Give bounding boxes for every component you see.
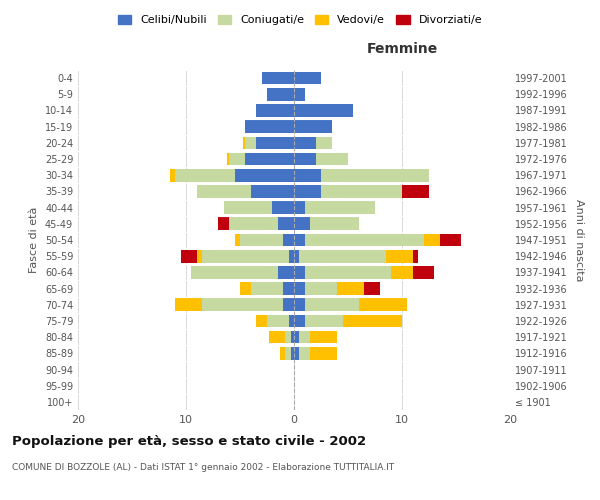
Bar bbox=[245, 152, 294, 166]
Bar bbox=[343, 314, 402, 328]
Bar bbox=[202, 250, 289, 262]
Bar bbox=[256, 104, 294, 117]
Bar bbox=[337, 282, 364, 295]
Bar bbox=[294, 218, 310, 230]
Bar bbox=[251, 282, 283, 295]
Bar bbox=[191, 266, 278, 278]
Bar bbox=[294, 185, 321, 198]
Bar bbox=[294, 169, 321, 181]
Bar bbox=[294, 331, 299, 344]
Bar bbox=[267, 88, 294, 101]
Bar bbox=[278, 218, 294, 230]
Bar bbox=[256, 136, 294, 149]
Bar bbox=[424, 234, 440, 246]
Bar bbox=[286, 331, 291, 344]
Bar bbox=[251, 185, 294, 198]
Bar bbox=[294, 282, 305, 295]
Bar bbox=[235, 234, 240, 246]
Bar bbox=[299, 250, 386, 262]
Bar bbox=[321, 185, 402, 198]
Text: Popolazione per età, sesso e stato civile - 2002: Popolazione per età, sesso e stato civil… bbox=[12, 435, 366, 448]
Bar bbox=[299, 331, 310, 344]
Bar bbox=[202, 298, 283, 311]
Y-axis label: Anni di nascita: Anni di nascita bbox=[574, 198, 584, 281]
Bar bbox=[240, 282, 251, 295]
Bar bbox=[305, 202, 375, 214]
Bar bbox=[364, 282, 380, 295]
Bar bbox=[310, 347, 337, 360]
Bar bbox=[294, 266, 305, 278]
Bar bbox=[413, 250, 418, 262]
Bar bbox=[291, 347, 294, 360]
Bar bbox=[224, 202, 272, 214]
Bar bbox=[286, 347, 291, 360]
Bar bbox=[305, 282, 337, 295]
Text: COMUNE DI BOZZOLE (AL) - Dati ISTAT 1° gennaio 2002 - Elaborazione TUTTITALIA.IT: COMUNE DI BOZZOLE (AL) - Dati ISTAT 1° g… bbox=[12, 463, 394, 472]
Bar bbox=[294, 72, 321, 85]
Bar bbox=[229, 152, 245, 166]
Bar bbox=[294, 250, 299, 262]
Legend: Celibi/Nubili, Coniugati/e, Vedovi/e, Divorziati/e: Celibi/Nubili, Coniugati/e, Vedovi/e, Di… bbox=[113, 10, 487, 30]
Bar bbox=[386, 250, 413, 262]
Y-axis label: Fasce di età: Fasce di età bbox=[29, 207, 39, 273]
Bar bbox=[283, 298, 294, 311]
Bar bbox=[245, 120, 294, 133]
Bar bbox=[310, 331, 337, 344]
Bar bbox=[218, 218, 229, 230]
Bar bbox=[175, 169, 235, 181]
Bar bbox=[278, 266, 294, 278]
Bar bbox=[181, 250, 197, 262]
Bar bbox=[170, 169, 175, 181]
Bar bbox=[229, 218, 278, 230]
Bar bbox=[294, 152, 316, 166]
Bar bbox=[294, 298, 305, 311]
Bar bbox=[413, 266, 434, 278]
Bar bbox=[294, 202, 305, 214]
Bar bbox=[235, 169, 294, 181]
Bar bbox=[240, 234, 283, 246]
Bar bbox=[294, 88, 305, 101]
Bar bbox=[280, 347, 286, 360]
Bar bbox=[305, 234, 424, 246]
Bar bbox=[262, 72, 294, 85]
Bar bbox=[294, 314, 305, 328]
Bar bbox=[175, 298, 202, 311]
Bar bbox=[305, 298, 359, 311]
Bar bbox=[310, 218, 359, 230]
Text: Femmine: Femmine bbox=[367, 42, 437, 56]
Bar bbox=[289, 314, 294, 328]
Bar bbox=[283, 234, 294, 246]
Bar bbox=[294, 136, 316, 149]
Bar bbox=[289, 250, 294, 262]
Bar bbox=[227, 152, 229, 166]
Bar bbox=[402, 185, 429, 198]
Bar bbox=[197, 185, 251, 198]
Bar bbox=[299, 347, 310, 360]
Bar bbox=[294, 347, 299, 360]
Bar bbox=[283, 282, 294, 295]
Bar bbox=[294, 104, 353, 117]
Bar bbox=[321, 169, 429, 181]
Bar bbox=[291, 331, 294, 344]
Bar bbox=[440, 234, 461, 246]
Bar bbox=[267, 314, 289, 328]
Bar bbox=[245, 136, 256, 149]
Bar bbox=[305, 314, 343, 328]
Bar bbox=[272, 202, 294, 214]
Bar bbox=[256, 314, 267, 328]
Bar bbox=[294, 234, 305, 246]
Bar bbox=[269, 331, 286, 344]
Bar bbox=[305, 266, 391, 278]
Bar bbox=[391, 266, 413, 278]
Bar bbox=[359, 298, 407, 311]
Bar bbox=[294, 120, 332, 133]
Bar bbox=[316, 136, 332, 149]
Bar bbox=[197, 250, 202, 262]
Bar bbox=[243, 136, 245, 149]
Bar bbox=[316, 152, 348, 166]
